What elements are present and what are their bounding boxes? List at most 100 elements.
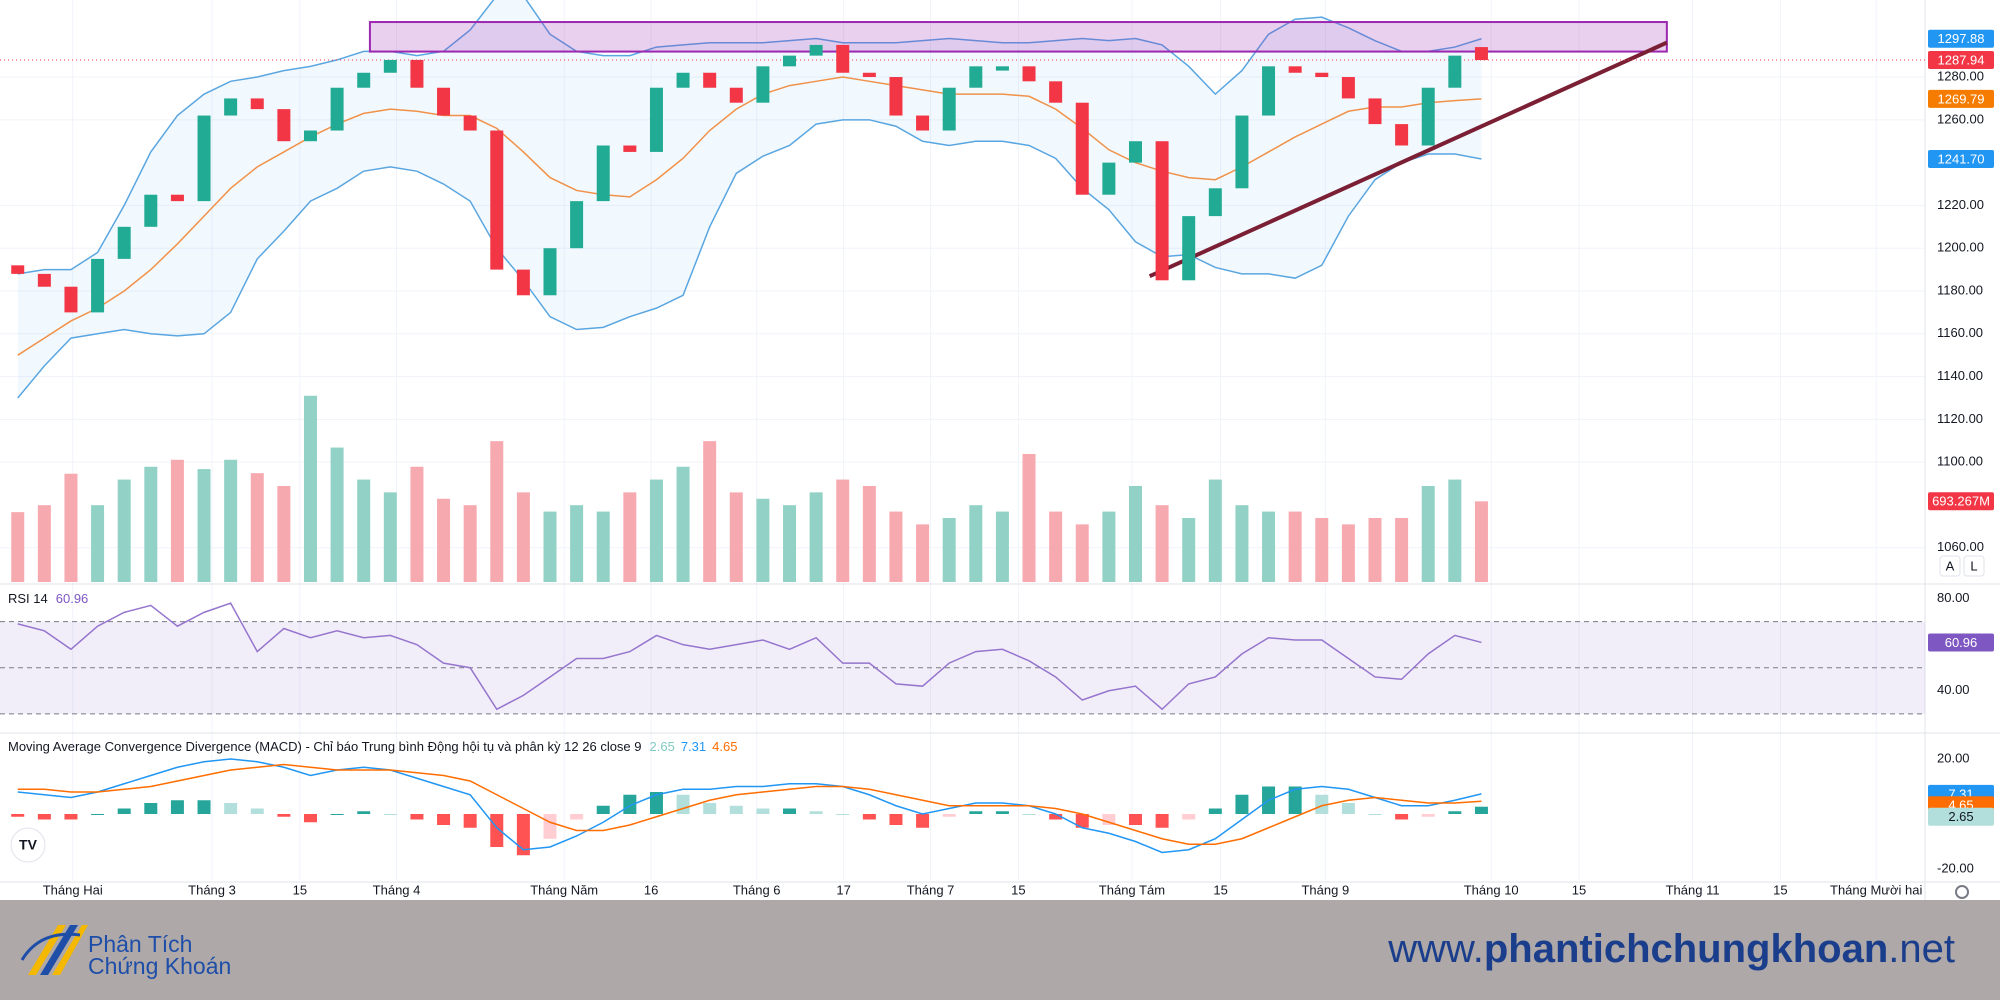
candle-body (1341, 77, 1355, 99)
y-tick-label: 40.00 (1937, 682, 1970, 697)
x-tick-label: Tháng 9 (1301, 882, 1349, 897)
volume-bar (1315, 517, 1329, 582)
y-tick-label: 1100.00 (1937, 454, 1983, 469)
candle-body (969, 66, 983, 88)
candle-body (1421, 87, 1435, 146)
candle-body (330, 87, 344, 131)
macd-histogram-bar (330, 814, 344, 815)
macd-histogram-bar (410, 814, 424, 820)
scale-button[interactable] (1939, 555, 1961, 577)
macd-histogram-bar (490, 814, 504, 847)
x-tick-label: Tháng 11 (1666, 882, 1720, 897)
macd-histogram-bar (942, 814, 956, 817)
volume-bar (277, 485, 291, 582)
macd-histogram-bar (1341, 803, 1355, 814)
website-url: www.phantichchungkhoan.net (1387, 927, 1955, 971)
candle-body (516, 269, 530, 296)
candle-body (1288, 66, 1302, 73)
series-line (17, 763, 1482, 845)
macd-histogram-bar (1022, 814, 1036, 815)
logo-text: Chứng Khoán (88, 953, 231, 979)
y-tick-label: 1220.00 (1937, 197, 1984, 212)
macd-histogram-bar (1102, 814, 1116, 825)
tradingview-logo: TV (10, 827, 46, 863)
macd-histogram-bar (649, 792, 663, 814)
x-tick-label: Tháng 3 (188, 882, 236, 897)
volume-bar (596, 511, 610, 582)
volume-bar (1049, 511, 1063, 582)
candle-body (1208, 188, 1222, 217)
candle-body (1102, 162, 1116, 195)
volume-bar (516, 492, 530, 582)
macd-histogram-bar (570, 814, 584, 820)
macd-histogram-bar (1315, 794, 1329, 814)
volume-bar (91, 505, 105, 582)
last-value-label: 60.96 (1945, 635, 1978, 650)
x-tick-label: 15 (1011, 882, 1025, 897)
macd-histogram-bar (357, 811, 371, 814)
volume-bar (1448, 479, 1462, 582)
x-tick-label: 15 (293, 882, 307, 897)
candle-body (942, 87, 956, 131)
volume-bar (809, 492, 823, 582)
candle-body (1262, 66, 1276, 116)
macd-histogram-bar (995, 811, 1009, 814)
macd-histogram-bar (197, 800, 211, 814)
x-tick-label: 15 (1572, 882, 1586, 897)
series-line (17, 0, 1482, 275)
legend-value: 60.96 (56, 591, 89, 606)
volume-bar (330, 447, 344, 582)
volume-bar (756, 498, 770, 582)
candle-body (11, 265, 25, 274)
volume-bar (463, 505, 477, 582)
last-value-tag (1928, 807, 1994, 826)
macd-pane (11, 758, 1488, 856)
candle-body (623, 145, 637, 152)
candle-body (250, 98, 264, 110)
volume-bar (1474, 501, 1488, 582)
x-tick-label: 16 (644, 882, 658, 897)
bollinger-fill (17, 0, 1482, 398)
scale-button[interactable] (1963, 555, 1985, 577)
candle-body (570, 201, 584, 249)
x-tick-label: Tháng Mười hai (1830, 882, 1922, 897)
price-pane (0, 0, 1925, 399)
candle-body (783, 55, 797, 67)
volume-bar (889, 511, 903, 582)
y-tick-label: 1260.00 (1937, 111, 1984, 126)
macd-histogram-bar (862, 814, 876, 820)
macd-histogram-bar (11, 814, 25, 817)
macd-histogram-bar (1288, 786, 1302, 814)
grid: Tháng Hai Tháng 3 15 Tháng 4 Tháng Năm 16 Thán… (0, 0, 2000, 900)
volume-bar (543, 511, 557, 582)
indicator-legend: Moving Average Convergence Divergence (M… (8, 739, 737, 754)
candle-body (1235, 115, 1249, 189)
macd-histogram-bar (1182, 814, 1196, 820)
volume-bar (383, 492, 397, 582)
last-value-label: 2.65 (1948, 809, 1973, 824)
macd-histogram-bar (1235, 794, 1249, 814)
volume-bar (117, 479, 131, 582)
candle-body (1474, 47, 1488, 61)
x-tick-label: 15 (1773, 882, 1787, 897)
candle-body (463, 115, 477, 131)
candle-body (1155, 141, 1169, 281)
volume-bar (144, 466, 158, 582)
volume-bar (357, 479, 371, 582)
logo-text: Phân Tích (88, 931, 192, 957)
svg-text:TV: TV (19, 837, 38, 853)
macd-histogram-bar (703, 803, 717, 814)
last-value-tag (1928, 89, 1994, 108)
volume-bar (64, 473, 78, 582)
volume-bar (1421, 485, 1435, 582)
candle-body (383, 59, 397, 73)
volume-bar (676, 466, 690, 582)
indicator-legends: RSI 14 60.96 Moving Average Convergence Di… (8, 591, 737, 754)
settings-icon[interactable] (1955, 885, 1969, 899)
x-tick-label: Tháng Tám (1099, 882, 1165, 897)
last-value-label: 1241.70 (1938, 151, 1985, 166)
volume-bar (437, 498, 451, 582)
volume-bar (490, 441, 504, 582)
